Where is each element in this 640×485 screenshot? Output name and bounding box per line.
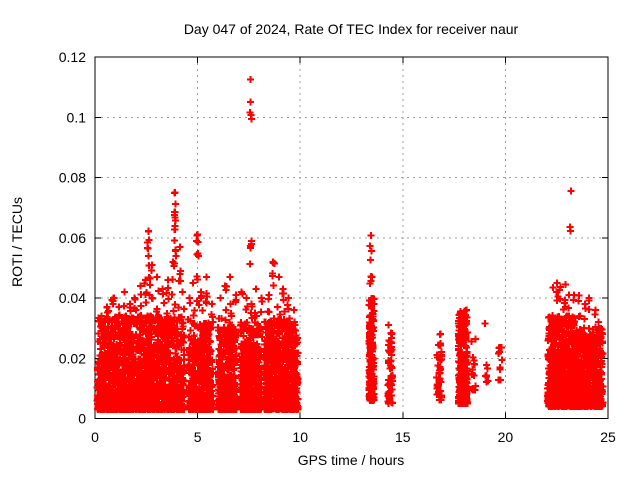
x-axis-label: GPS time / hours [298, 452, 405, 468]
y-tick-label: 0.04 [59, 290, 86, 306]
x-tick-label: 25 [600, 429, 616, 445]
x-tick-label: 10 [292, 429, 308, 445]
x-tick-label: 15 [395, 429, 411, 445]
y-tick-label: 0.02 [59, 350, 86, 366]
y-tick-label: 0.08 [59, 170, 86, 186]
x-tick-label: 5 [194, 429, 202, 445]
x-tick-label: 20 [498, 429, 514, 445]
y-tick-label: 0 [78, 411, 86, 427]
y-tick-label: 0.06 [59, 230, 86, 246]
chart-title: Day 047 of 2024, Rate Of TEC Index for r… [184, 21, 519, 37]
y-tick-label: 0.1 [67, 109, 87, 125]
y-axis-label: ROTI / TECUs [9, 197, 25, 287]
y-tick-label: 0.12 [59, 49, 86, 65]
tick-labels: 0 5 10 15 20 25 0 0.02 0.04 0.06 0.08 0.1 0.12 [59, 49, 616, 445]
plot-frame [94, 56, 609, 419]
data-points [93, 76, 607, 413]
scatter-plus-markers [93, 76, 607, 413]
x-tick-label: 0 [91, 429, 99, 445]
